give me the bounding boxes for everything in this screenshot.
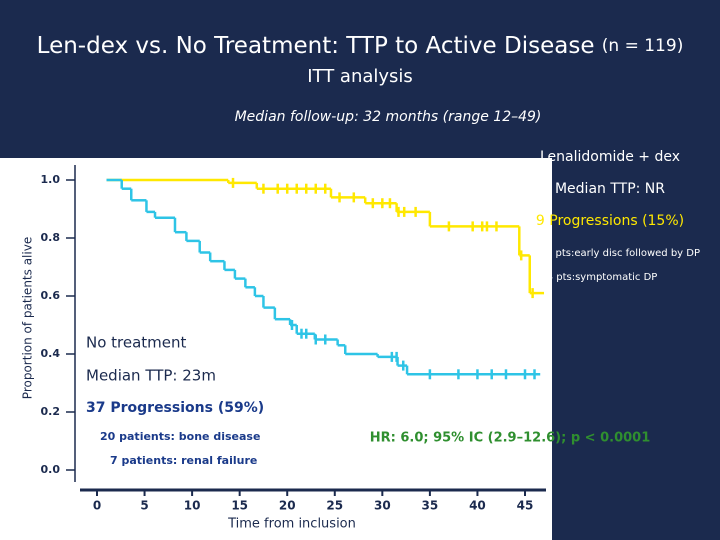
annotation: 20 patients: bone disease (100, 430, 260, 443)
x-tick-label: 0 (93, 499, 101, 513)
x-tick-label: 15 (231, 499, 248, 513)
y-tick-label: 0.0 (41, 463, 61, 476)
chart-title: Len-dex vs. No Treatment: TTP to Active … (37, 33, 684, 59)
title-note: (n = 119) (602, 36, 684, 56)
hr-annotation: HR: 6.0; 95% IC (2.9–12.6); p < 0.0001 (370, 431, 651, 446)
y-axis-label: Proportion of patients alive (21, 237, 35, 399)
x-tick-label: 10 (184, 499, 201, 513)
y-tick-label: 1.0 (41, 173, 61, 186)
annotation: 37 Progressions (59%) (86, 400, 264, 416)
y-tick-label: 0.2 (41, 405, 61, 418)
x-tick-label: 40 (469, 499, 486, 513)
series-label: Lenalidomide + dex (540, 149, 680, 165)
x-tick-label: 5 (140, 499, 148, 513)
x-axis-label: Time from inclusion (227, 517, 356, 532)
annotation: 7 patients: renal failure (110, 454, 257, 467)
y-tick-label: 0.6 (41, 289, 61, 302)
x-tick-label: 20 (279, 499, 296, 513)
annotation: 9 Progressions (15%) (536, 213, 684, 229)
annotation: 5 pts:early disc followed by DP (546, 248, 700, 259)
follow-up: Median follow-up: 32 months (range 12–49… (235, 109, 542, 125)
x-tick-label: 45 (517, 499, 534, 513)
series-label: No treatment (86, 334, 187, 352)
x-tick-label: 30 (374, 499, 391, 513)
subtitle: ITT analysis (307, 66, 413, 87)
annotation: Median TTP: NR (555, 181, 665, 197)
annotation: 4 pts:symptomatic DP (547, 272, 658, 283)
title-main: Len-dex vs. No Treatment: TTP to Active … (37, 33, 595, 59)
y-tick-label: 0.4 (41, 347, 61, 360)
y-tick-label: 0.8 (41, 231, 61, 244)
x-tick-label: 25 (326, 499, 343, 513)
plot-panel (0, 158, 552, 540)
annotation: Median TTP: 23m (86, 367, 216, 385)
x-tick-label: 35 (422, 499, 439, 513)
